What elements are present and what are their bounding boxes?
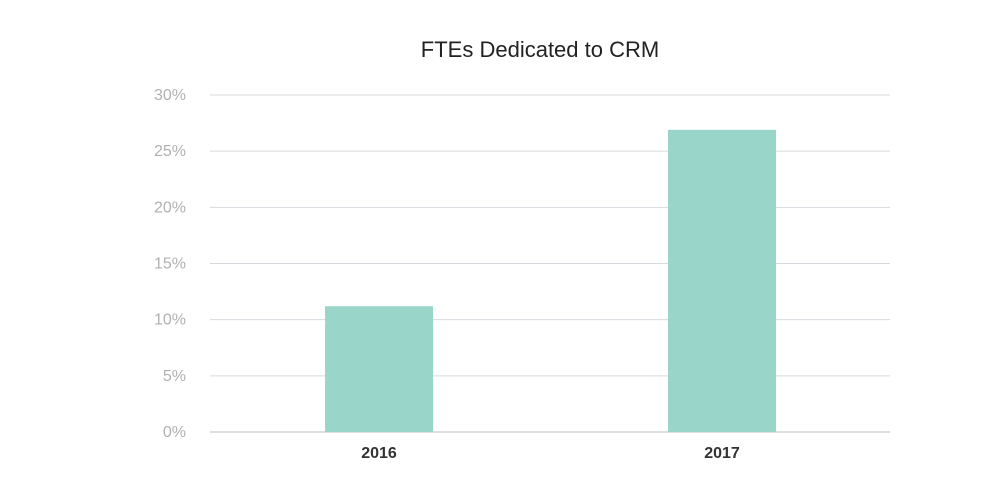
y-tick-label: 30% [154, 87, 186, 104]
y-tick-label: 0% [163, 424, 186, 441]
gridlines [210, 94, 890, 433]
x-tick-label: 2017 [704, 445, 740, 462]
y-tick-label: 25% [154, 143, 186, 160]
x-axis: 2016 2017 [361, 445, 740, 462]
bars [325, 129, 776, 432]
y-tick-label: 15% [154, 256, 186, 273]
bar-2016 [325, 306, 433, 432]
x-tick-label: 2016 [361, 445, 397, 462]
y-axis: 0% 5% 10% 15% 20% 25% 30% [154, 87, 186, 441]
chart-title: FTEs Dedicated to CRM [421, 37, 659, 62]
bar-2017 [668, 129, 776, 432]
y-tick-label: 10% [154, 312, 186, 329]
y-tick-label: 5% [163, 368, 186, 385]
y-tick-label: 20% [154, 199, 186, 216]
